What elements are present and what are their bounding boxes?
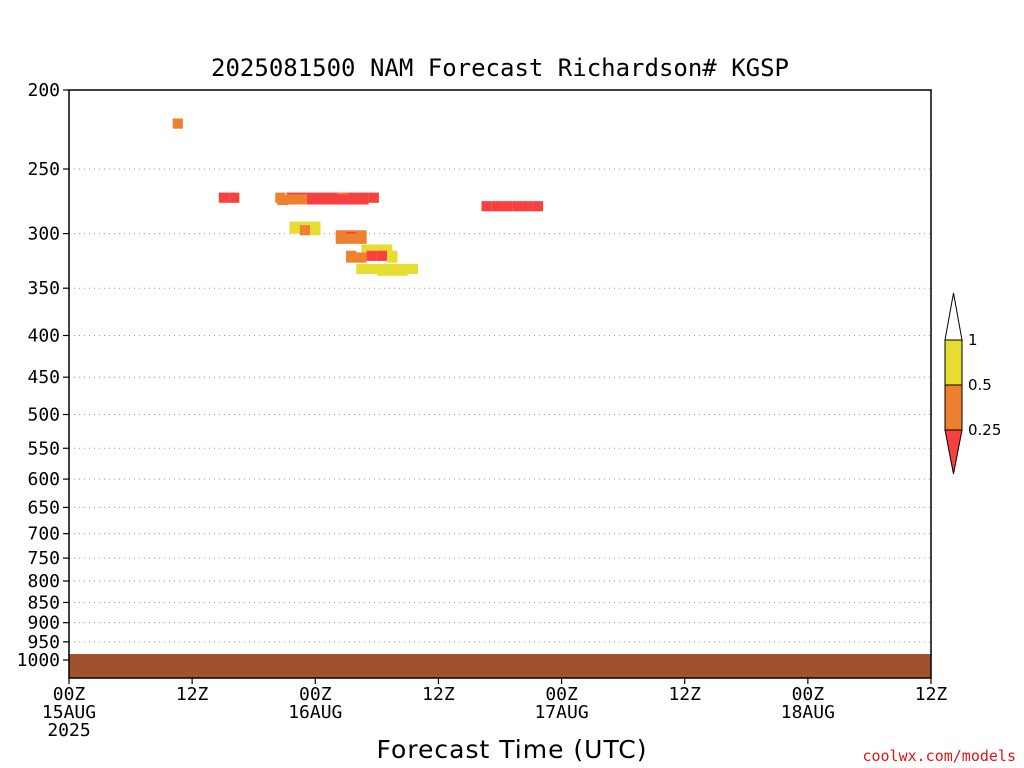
y-tick-label-1000: 1000 <box>17 650 60 671</box>
y-tick-label-850: 850 <box>27 592 60 613</box>
colorbar-upper-triangle <box>944 292 963 341</box>
y-tick-label-550: 550 <box>27 438 60 459</box>
heatmap-cell-32 <box>289 223 300 234</box>
y-tick-label-400: 400 <box>27 325 60 346</box>
x-tick-label-0-1: 15AUG <box>42 702 96 723</box>
x-tick-label-0-0: 00Z <box>53 684 86 705</box>
y-tick-label-650: 650 <box>27 497 60 518</box>
heatmap-cell-24 <box>491 201 503 212</box>
heatmap-cell-18 <box>358 194 369 205</box>
pressure-gridlines <box>69 168 931 661</box>
heatmap-cell-14 <box>317 194 328 205</box>
heatmap-cell-64 <box>376 265 388 276</box>
heatmap-cell-34 <box>299 225 311 236</box>
x-tick-label-4-1: 17AUG <box>534 702 588 723</box>
x-tick-label-5-0: 12Z <box>668 684 701 705</box>
heatmap-cell-58 <box>356 263 367 275</box>
heatmap-cell-13 <box>307 194 318 205</box>
heatmap-cell-9 <box>368 192 379 203</box>
heatmap-cell-22 <box>277 194 288 206</box>
heatmap-cell-65 <box>387 265 398 276</box>
heatmap-cell-26 <box>512 201 523 212</box>
heatmap-cell-12 <box>296 194 308 205</box>
colorbar-lower-triangle <box>944 429 963 475</box>
x-tick-label-0-2: 2025 <box>47 720 90 741</box>
heatmap-cell-19 <box>172 118 183 129</box>
heatmap-cell-15 <box>327 194 338 205</box>
heatmap-cell-44 <box>356 233 367 244</box>
heatmap-cell-20 <box>218 192 230 203</box>
x-tick-label-1-0: 12Z <box>176 684 209 705</box>
y-tick-label-200: 200 <box>27 80 60 101</box>
heatmap-cell-23 <box>481 201 492 212</box>
heatmap-cell-25 <box>502 201 513 212</box>
heatmap-cell-57 <box>387 252 398 263</box>
x-tick-label-7-0: 12Z <box>915 684 948 705</box>
x-tick-label-6-0: 00Z <box>792 684 825 705</box>
x-axis-label: Forecast Time (UTC) <box>377 735 648 764</box>
colorbar-label-0.25: 0.25 <box>968 421 1001 439</box>
chart-title: 2025081500 NAM Forecast Richardson# KGSP <box>211 54 789 82</box>
heatmap-cell-55 <box>346 252 357 263</box>
heatmap-cell-63 <box>407 263 418 275</box>
heatmap-cell-21 <box>229 192 240 203</box>
colorbar-bin-025-05 <box>944 384 963 431</box>
colorbar: 1 0.5 0.25 <box>944 292 1001 475</box>
y-tick-label-300: 300 <box>27 224 60 245</box>
heatmap-cell-35 <box>310 225 321 236</box>
heatmap-cell-27 <box>522 201 533 212</box>
y-tick-label-700: 700 <box>27 524 60 545</box>
plot-frame <box>68 89 932 679</box>
heatmap-cell-56 <box>356 252 367 263</box>
y-axis-ticks: 200 250 300 350 400 450 500 550 600 650 700 7508008… <box>17 80 69 671</box>
heatmap-cell-16 <box>337 194 349 205</box>
y-tick-label-500: 500 <box>27 405 60 426</box>
heatmap-cell-66 <box>397 265 408 276</box>
y-tick-label-900: 900 <box>27 613 60 634</box>
heatmap-cell-11 <box>286 194 297 205</box>
y-tick-label-750: 750 <box>27 548 60 569</box>
colorbar-label-1: 1 <box>968 331 978 349</box>
x-tick-label-3-0: 12Z <box>422 684 455 705</box>
heatmap-cell-17 <box>348 194 359 205</box>
heatmap-cell-28 <box>532 201 544 212</box>
ground-fill <box>69 654 931 678</box>
richardson-cells <box>172 118 544 276</box>
y-tick-label-350: 350 <box>27 278 60 299</box>
y-tick-label-950: 950 <box>27 632 60 653</box>
source-credit[interactable]: coolwx.com/models <box>862 747 1016 765</box>
heatmap-cell-53 <box>376 250 388 261</box>
x-tick-label-4-0: 00Z <box>545 684 578 705</box>
y-tick-label-600: 600 <box>27 469 60 490</box>
x-tick-label-2-0: 00Z <box>299 684 332 705</box>
heatmap-cell-42 <box>335 233 347 244</box>
y-tick-label-250: 250 <box>27 159 60 180</box>
x-tick-label-6-1: 18AUG <box>781 702 835 723</box>
heatmap-cell-59 <box>366 263 377 275</box>
x-tick-label-2-1: 16AUG <box>288 702 342 723</box>
colorbar-bin-05-1 <box>944 339 963 386</box>
y-tick-label-800: 800 <box>27 571 60 592</box>
colorbar-label-0.5: 0.5 <box>968 376 992 394</box>
y-tick-label-450: 450 <box>27 367 60 388</box>
heatmap-cell-43 <box>346 233 357 244</box>
heatmap-cell-52 <box>366 250 377 261</box>
